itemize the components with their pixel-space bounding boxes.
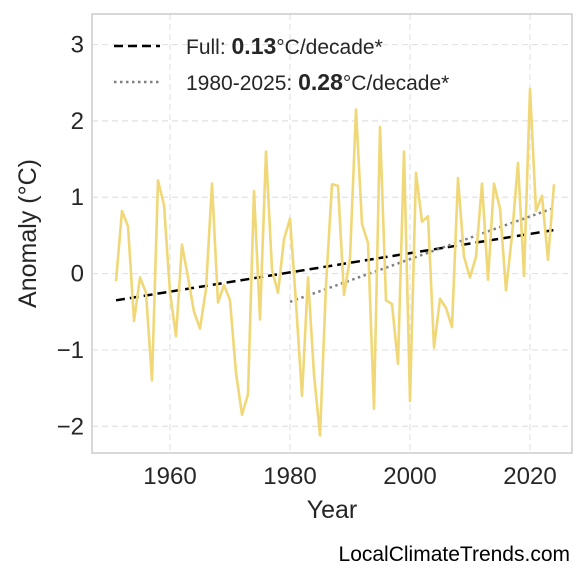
- series-line: [114, 87, 556, 437]
- legend-value: 0.13: [232, 33, 277, 59]
- legend-suffix: °C/decade*: [276, 36, 382, 59]
- y-tick-label: −1: [57, 337, 84, 364]
- y-tick-label: −2: [57, 413, 84, 440]
- x-axis-label: Year: [307, 496, 358, 524]
- legend-prefix: Full:: [186, 36, 232, 59]
- legend-suffix: °C/decade*: [343, 72, 449, 95]
- y-tick-label: 2: [71, 108, 84, 135]
- legend-entry: Full: 0.13°C/decade*: [186, 33, 383, 59]
- series: [114, 87, 556, 437]
- recent-trend-line: [289, 206, 555, 304]
- plot-frame: [91, 13, 573, 454]
- legend-entry: 1980-2025: 0.28°C/decade*: [186, 69, 449, 95]
- legend-value: 0.28: [298, 69, 343, 95]
- x-tick-label: 2020: [503, 463, 556, 490]
- legend-prefix: 1980-2025:: [186, 72, 298, 95]
- x-tick-label: 1980: [263, 463, 316, 490]
- y-tick-label: 1: [71, 184, 84, 211]
- y-tick-label: 0: [71, 261, 84, 288]
- legend: Full: 0.13°C/decade*1980-2025: 0.28°C/de…: [114, 33, 449, 95]
- tick-labels: 1960 1980 2000 2020 −2 −1 0 1 2 3: [57, 32, 557, 490]
- y-tick-label: 3: [71, 32, 84, 59]
- y-axis-label: Anomaly (°C): [14, 159, 42, 308]
- watermark-text: LocalClimateTrends.com: [339, 543, 570, 566]
- x-tick-label: 2000: [383, 463, 436, 490]
- x-tick-label: 1960: [143, 463, 196, 490]
